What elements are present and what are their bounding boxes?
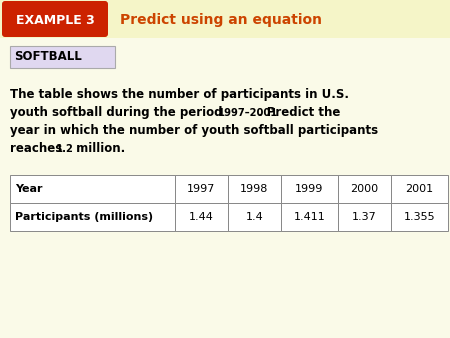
Bar (228, 203, 281, 231)
Bar (10, 203, 175, 231)
Text: 1999: 1999 (295, 184, 324, 194)
Text: Year: Year (15, 184, 42, 194)
Bar (338, 203, 391, 231)
Text: 2000: 2000 (351, 184, 378, 194)
Bar (175, 203, 228, 231)
Text: 1997–2001: 1997–2001 (218, 108, 279, 118)
Bar (0, 0, 450, 38)
Text: 1.44: 1.44 (189, 212, 214, 222)
Text: year in which the number of youth softball participants: year in which the number of youth softba… (10, 124, 378, 137)
Text: SOFTBALL: SOFTBALL (14, 50, 82, 64)
Text: 2001: 2001 (405, 184, 433, 194)
Bar (175, 175, 228, 203)
Bar (281, 175, 338, 203)
Text: Predict using an equation: Predict using an equation (120, 13, 322, 27)
Bar (391, 175, 448, 203)
Text: 1.37: 1.37 (352, 212, 377, 222)
Text: million.: million. (72, 142, 125, 155)
Text: 1.411: 1.411 (293, 212, 325, 222)
Text: . Predict the: . Predict the (258, 106, 340, 119)
Bar (228, 175, 281, 203)
Bar (338, 175, 391, 203)
Text: 1997: 1997 (187, 184, 216, 194)
Text: 1.4: 1.4 (246, 212, 263, 222)
FancyBboxPatch shape (2, 1, 108, 37)
Text: Participants (millions): Participants (millions) (15, 212, 153, 222)
Text: youth softball during the period: youth softball during the period (10, 106, 227, 119)
Text: 1.355: 1.355 (404, 212, 435, 222)
Bar (391, 203, 448, 231)
Bar (281, 203, 338, 231)
Text: 1.2: 1.2 (56, 144, 74, 154)
Bar (10, 46, 115, 68)
Bar (10, 175, 175, 203)
Text: EXAMPLE 3: EXAMPLE 3 (16, 14, 94, 26)
Text: 1998: 1998 (240, 184, 269, 194)
Text: The table shows the number of participants in U.S.: The table shows the number of participan… (10, 88, 349, 101)
Text: reaches: reaches (10, 142, 67, 155)
